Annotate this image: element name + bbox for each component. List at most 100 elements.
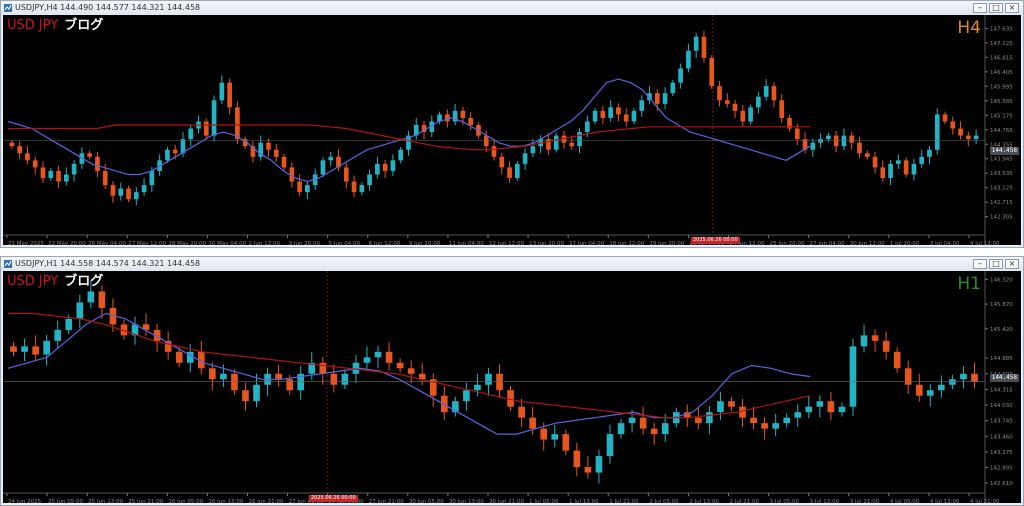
- price-tick-label: 145.585: [990, 99, 1013, 105]
- candle-body: [942, 114, 948, 122]
- window-titlebar[interactable]: USDJPY,H4 144.490 144.577 144.321 144.45…: [1, 1, 1023, 15]
- price-tick-label: 145.870: [990, 302, 1013, 308]
- candle-body: [164, 340, 172, 352]
- candlestick-chart[interactable]: 147.635 147.225 146.815 146.405 145.995 145.5…: [3, 15, 1021, 245]
- candle-body: [717, 401, 724, 413]
- candle-body: [857, 142, 862, 154]
- candle-body: [406, 135, 411, 150]
- candle-body: [396, 362, 404, 369]
- candle-body: [631, 110, 637, 122]
- blog-text: ブログ: [64, 18, 104, 33]
- candle-body: [717, 86, 722, 101]
- price-tick-label: 143.535: [990, 171, 1013, 177]
- candle-body: [779, 100, 785, 118]
- maximize-button[interactable]: □: [989, 259, 1003, 269]
- candle-body: [584, 121, 590, 133]
- price-tick-label: 147.635: [990, 26, 1013, 32]
- candle-body: [771, 86, 777, 101]
- time-tick-label: 21 May 2025: [8, 241, 44, 245]
- candle-body: [398, 149, 404, 161]
- time-tick-label: 4 Jul 13:00: [930, 499, 960, 503]
- minimize-button[interactable]: –: [973, 3, 987, 13]
- price-tick-label: 145.995: [990, 84, 1013, 90]
- candle-body: [903, 160, 909, 175]
- candle-body: [639, 417, 647, 429]
- candle-body: [363, 357, 371, 363]
- chart-area[interactable]: 147.635 147.225 146.815 146.405 145.995 145.5…: [3, 15, 1021, 245]
- candle-body: [507, 167, 512, 178]
- candle-body: [592, 110, 598, 122]
- candle-body: [805, 406, 813, 413]
- candle-body: [65, 318, 73, 330]
- chart-window-h1[interactable]: USDJPY,H1 144.558 144.574 144.321 144.45…: [0, 256, 1024, 506]
- chart-window-h4[interactable]: USDJPY,H4 144.490 144.577 144.321 144.45…: [0, 0, 1024, 248]
- candle-body: [647, 93, 652, 101]
- price-tick-label: 144.030: [990, 403, 1013, 409]
- price-tick-label: 147.225: [990, 41, 1013, 47]
- time-tick-label: 17 Jun 04:00: [569, 241, 604, 245]
- close-button[interactable]: ×: [1005, 3, 1019, 13]
- candle-body: [126, 188, 131, 200]
- time-tick-label: 2 Jul 21:00: [730, 499, 760, 503]
- candle-body: [76, 302, 84, 319]
- candle-body: [616, 107, 621, 115]
- candle-body: [546, 139, 551, 150]
- ma-fast-line: [7, 78, 811, 183]
- time-tick-label: 6 Jun 12:00: [369, 241, 401, 245]
- candle-body: [971, 373, 978, 382]
- crosshair-time-label: 2025.06.26 00:00: [309, 495, 358, 502]
- candle-body: [584, 467, 592, 473]
- candle-body: [919, 156, 925, 164]
- candle-body: [10, 346, 17, 352]
- time-tick-label: 27 May 12:00: [128, 241, 166, 245]
- window-titlebar[interactable]: USDJPY,H1 144.558 144.574 144.321 144.45…: [1, 257, 1023, 271]
- chart-area[interactable]: 146.320145.870145.420144.885144.600144.3…: [3, 271, 1021, 503]
- candle-body: [966, 135, 971, 140]
- time-tick-label: 3 Jul 04:00: [930, 241, 960, 245]
- candle-body: [382, 163, 388, 171]
- candle-body: [25, 153, 30, 161]
- candle-body: [485, 373, 492, 385]
- candle-body: [452, 110, 458, 122]
- chart-icon: [4, 4, 12, 12]
- window-title: USDJPY,H4 144.490 144.577 144.321 144.45…: [15, 3, 201, 12]
- time-tick-label: 25 Jun 20:00: [770, 241, 805, 245]
- candle-body: [838, 406, 846, 413]
- minimize-button[interactable]: –: [973, 259, 987, 269]
- candle-body: [499, 156, 505, 168]
- time-tick-label: 2 Jun 12:00: [249, 241, 281, 245]
- candle-body: [872, 156, 878, 168]
- candle-body: [87, 153, 92, 157]
- candle-body: [973, 135, 979, 140]
- candle-body: [927, 149, 932, 157]
- candle-body: [934, 114, 940, 150]
- candle-body: [330, 373, 338, 385]
- candle-body: [748, 107, 753, 122]
- candle-body: [530, 146, 536, 154]
- close-button[interactable]: ×: [1005, 259, 1019, 269]
- time-tick-label: 9 Jun 20:00: [409, 241, 441, 245]
- candle-body: [308, 362, 316, 374]
- candle-body: [266, 142, 271, 150]
- candlestick-chart[interactable]: 146.320145.870145.420144.885144.600144.3…: [3, 271, 1021, 503]
- candle-body: [273, 149, 279, 157]
- symbol-text: USD JPY: [7, 274, 59, 289]
- candle-body: [904, 368, 912, 385]
- candle-body: [43, 340, 50, 355]
- candle-body: [109, 307, 117, 325]
- candle-body: [882, 340, 890, 352]
- maximize-button[interactable]: □: [989, 3, 1003, 13]
- candle-body: [413, 125, 419, 136]
- candle-body: [429, 121, 435, 133]
- time-tick-label: 25 Jun 05:00: [48, 499, 83, 503]
- candle-body: [693, 36, 699, 51]
- candle-body: [468, 117, 474, 125]
- candle-body: [253, 384, 260, 402]
- candle-body: [141, 185, 147, 193]
- candle-body: [95, 156, 100, 171]
- crosshair-time-label: 2025.06.26 00:00: [691, 237, 740, 244]
- candle-body: [794, 412, 802, 418]
- candle-body: [407, 368, 415, 374]
- candle-body: [102, 170, 108, 186]
- candle-body: [880, 167, 886, 178]
